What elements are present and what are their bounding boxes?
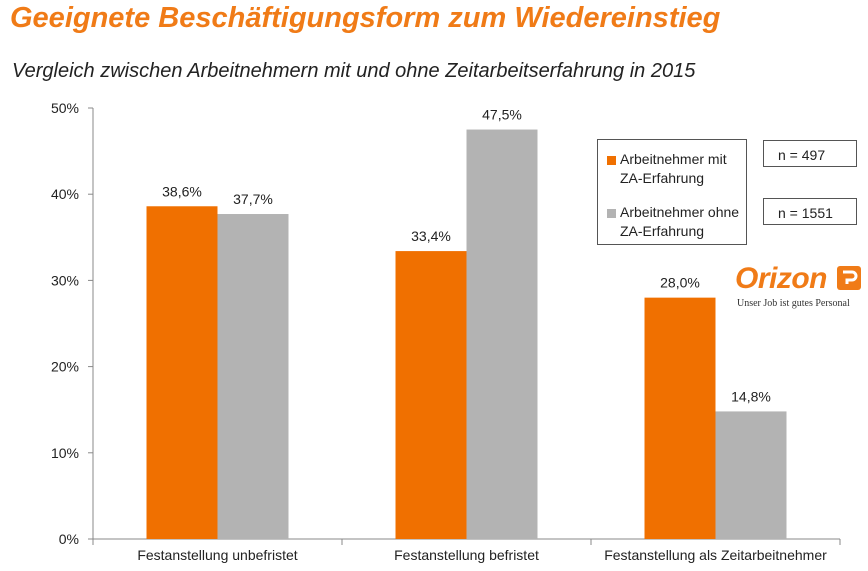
- y-tick-label: 0%: [59, 531, 79, 547]
- legend-label: Arbeitnehmer mit ZA-Erfahrung: [620, 151, 727, 186]
- bar-without-experience: [466, 129, 538, 540]
- sample-size-without-experience: n = 1551: [763, 198, 857, 225]
- x-category-label: Festanstellung als Zeitarbeitnehmer: [604, 547, 827, 563]
- bar-with-experience: [146, 206, 218, 539]
- bar-with-experience: [644, 297, 716, 539]
- x-category-label: Festanstellung unbefristet: [137, 547, 297, 563]
- logo-mark-icon: [837, 266, 861, 290]
- data-label: 14,8%: [731, 388, 771, 404]
- page-subtitle: Vergleich zwischen Arbeitnehmern mit und…: [12, 60, 696, 82]
- x-category-label: Festanstellung befristet: [394, 547, 539, 563]
- data-label: 33,4%: [411, 228, 451, 244]
- logo-tagline: Unser Job ist gutes Personal: [737, 298, 850, 309]
- logo-wordmark: Orizon: [735, 262, 828, 295]
- bar-without-experience: [217, 214, 289, 539]
- y-tick-label: 30%: [51, 272, 79, 288]
- y-tick-label: 10%: [51, 445, 79, 461]
- legend-swatch-orange: [607, 156, 616, 165]
- data-label: 37,7%: [233, 191, 273, 207]
- legend-swatch-gray: [607, 209, 616, 218]
- orizon-logo: Orizon Unser Job ist gutes Personal: [735, 262, 863, 312]
- data-label: 28,0%: [660, 275, 700, 291]
- y-tick-label: 20%: [51, 359, 79, 375]
- data-label: 38,6%: [162, 183, 202, 199]
- chart-legend: Arbeitnehmer mit ZA-Erfahrung Arbeitnehm…: [597, 139, 747, 245]
- y-tick-label: 40%: [51, 186, 79, 202]
- page-title: Geeignete Beschäftigungsform zum Wiedere…: [10, 2, 721, 34]
- bar-without-experience: [715, 411, 787, 539]
- sample-size-with-experience: n = 497: [763, 140, 857, 167]
- bar-with-experience: [395, 251, 467, 540]
- data-label: 47,5%: [482, 107, 522, 123]
- y-tick-label: 50%: [51, 100, 79, 116]
- legend-label: Arbeitnehmer ohne ZA-Erfahrung: [620, 204, 740, 239]
